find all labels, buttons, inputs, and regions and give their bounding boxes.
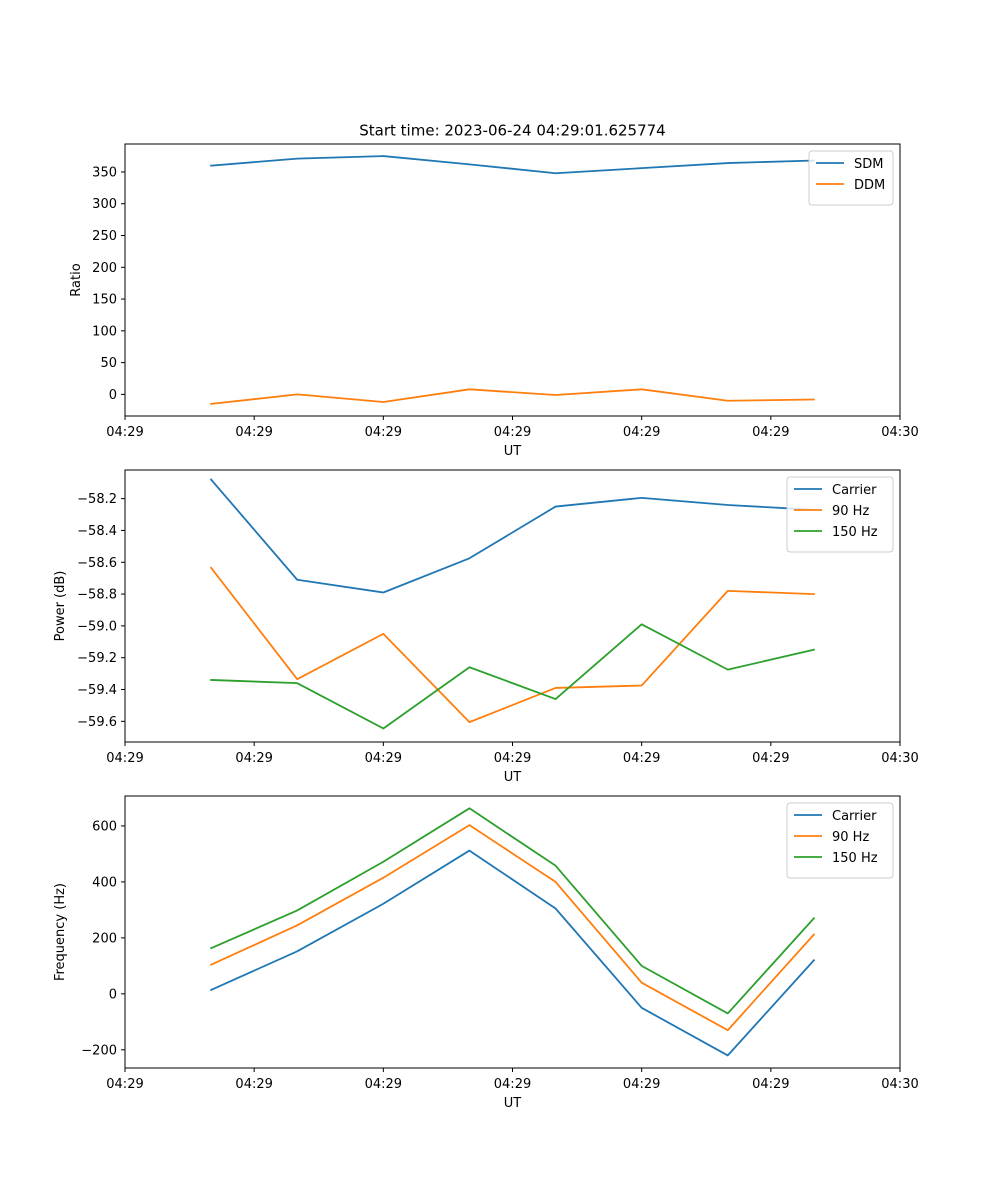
y-tick-label-1-4: 150 (92, 293, 117, 308)
y-tick-label-2-2: −59.4 (77, 683, 117, 698)
y-tick-label-2-5: −58.8 (77, 588, 117, 603)
x-axis-label-2: UT (504, 770, 522, 785)
y-tick-label-1-6: 250 (92, 229, 117, 244)
x-tick-label-2-6: 04:29 (752, 751, 789, 766)
series-line-2-2 (209, 566, 815, 724)
x-tick-label-2-4: 04:29 (494, 751, 531, 766)
y-tick-label-2-3: −59.2 (77, 651, 117, 666)
y-tick-label-1-8: 350 (92, 165, 117, 180)
x-tick-label-2-2: 04:29 (235, 751, 272, 766)
chart-panel-2: 04:29 04:29 04:29 04:29 04:29 04:29 04:30 −59.6… (53, 469, 919, 785)
y-tick-label-3-1: −200 (81, 1043, 117, 1058)
y-tick-label-2-8: −58.2 (77, 492, 117, 507)
x-tick-label-2-3: 04:29 (365, 751, 402, 766)
series-line-3-1 (209, 849, 816, 1057)
y-axis-label-2: Power (dB) (53, 571, 68, 642)
x-tick-label-2-1: 04:29 (106, 751, 143, 766)
series-line-1-1 (210, 155, 815, 175)
x-tick-label-1-2: 04:29 (235, 425, 272, 440)
x-tick-label-1-5: 04:29 (623, 425, 660, 440)
y-tick-label-1-7: 300 (92, 197, 117, 212)
x-tick-label-1-4: 04:29 (494, 425, 531, 440)
legend-label-2-3: 150 Hz (832, 525, 878, 540)
y-axis-label-3: Frequency (Hz) (53, 883, 68, 981)
y-tick-label-1-1: 0 (109, 388, 117, 403)
y-tick-label-3-2: 0 (109, 987, 117, 1002)
legend-label-1-1: SDM (854, 157, 883, 172)
series-line-1-2 (210, 388, 815, 405)
legend-label-3-1: Carrier (832, 809, 877, 824)
y-tick-label-2-1: −59.6 (77, 715, 117, 730)
y-tick-label-2-7: −58.4 (77, 524, 117, 539)
chart-panel-1: 04:29 04:29 04:29 04:29 04:29 04:29 04:30 0 50 10… (69, 143, 919, 459)
x-tick-label-3-5: 04:29 (623, 1077, 660, 1092)
series-line-2-3 (210, 623, 815, 730)
figure-title: Start time: 2023-06-24 04:29:01.625774 (359, 122, 665, 140)
x-tick-label-3-7: 04:30 (881, 1077, 918, 1092)
legend-label-2-2: 90 Hz (832, 504, 869, 519)
x-axis-label-1: UT (504, 444, 522, 459)
legend-label-3-3: 150 Hz (832, 851, 878, 866)
y-tick-label-3-4: 400 (92, 875, 117, 890)
y-tick-label-3-3: 200 (92, 931, 117, 946)
legend-box-1 (808, 150, 894, 206)
series-line-3-3 (209, 807, 816, 1015)
series-line-3-2 (209, 824, 816, 1032)
y-tick-label-1-3: 100 (92, 324, 117, 339)
y-tick-label-2-4: −59.0 (77, 619, 117, 634)
y-axis-label-1: Ratio (69, 263, 84, 296)
y-tick-label-1-2: 50 (100, 356, 117, 371)
x-tick-label-1-3: 04:29 (365, 425, 402, 440)
x-tick-label-3-1: 04:29 (106, 1077, 143, 1092)
legend-box-2 (786, 476, 894, 553)
x-tick-label-3-2: 04:29 (235, 1077, 272, 1092)
x-tick-label-1-1: 04:29 (106, 425, 143, 440)
x-tick-label-2-7: 04:30 (881, 751, 918, 766)
series-line-2-1 (209, 478, 815, 594)
legend-label-2-1: Carrier (832, 483, 877, 498)
y-tick-label-3-5: 600 (92, 819, 117, 834)
legend-box-3 (786, 802, 894, 879)
x-tick-label-1-7: 04:30 (881, 425, 918, 440)
x-tick-label-1-6: 04:29 (752, 425, 789, 440)
legend-label-3-2: 90 Hz (832, 830, 869, 845)
x-tick-label-3-6: 04:29 (752, 1077, 789, 1092)
y-tick-label-2-6: −58.6 (77, 556, 117, 571)
chart-panel-3: 04:29 04:29 04:29 04:29 04:29 04:29 04:30 −200 0… (53, 795, 919, 1111)
x-tick-label-3-3: 04:29 (365, 1077, 402, 1092)
x-tick-label-2-5: 04:29 (623, 751, 660, 766)
x-axis-label-3: UT (504, 1096, 522, 1111)
legend-label-1-2: DDM (854, 178, 885, 193)
x-tick-label-3-4: 04:29 (494, 1077, 531, 1092)
y-tick-label-1-5: 200 (92, 261, 117, 276)
